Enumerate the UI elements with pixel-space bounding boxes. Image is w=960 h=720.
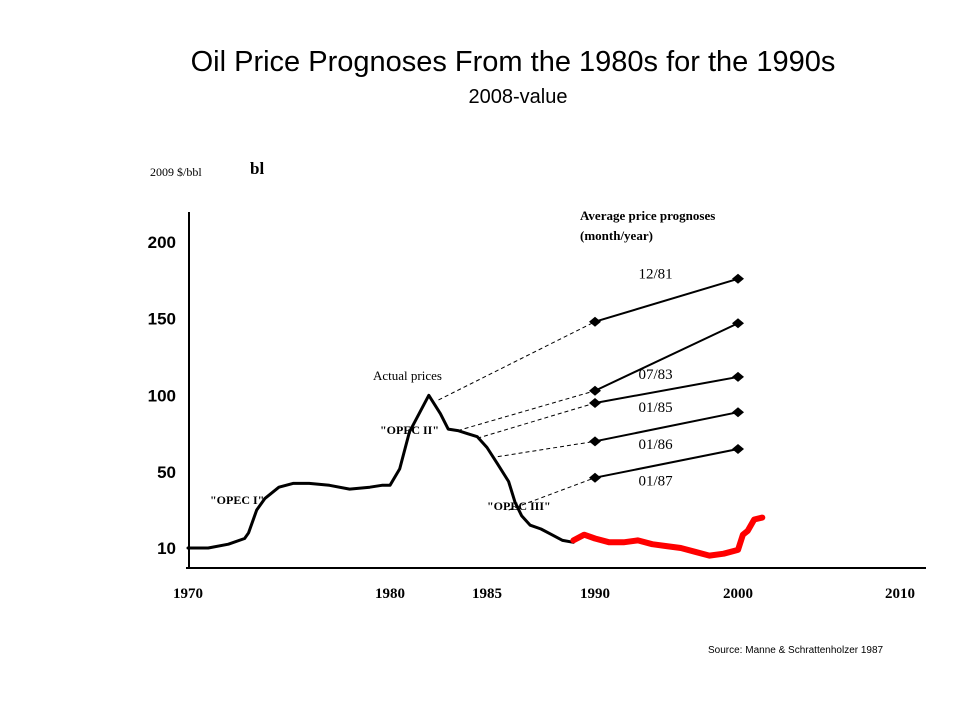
x-tick-label: 2010 [885, 586, 915, 602]
y-tick-label: 150 [148, 310, 176, 329]
prognosis-marker [732, 318, 744, 329]
prognosis-marker [732, 407, 744, 418]
prognosis-marker [589, 472, 601, 483]
prognosis-label: 01/87 [639, 473, 674, 489]
actual-price-line [186, 393, 575, 550]
y-axis-label: 2009 $/bbl [150, 165, 202, 179]
prognosis-label: 01/86 [639, 437, 674, 453]
prognosis-marker [732, 443, 744, 454]
prognosis-line [594, 448, 739, 479]
prognosis-connector [508, 477, 596, 511]
source-note: Source: Manne & Schrattenholzer 1987 [708, 645, 884, 656]
prognosis-line [594, 375, 739, 404]
recent-price-line [570, 514, 766, 559]
y-axis-label-fragment: bl [250, 159, 264, 178]
y-tick-label: 200 [148, 233, 176, 252]
prognosis-label: 12/81 [639, 266, 673, 282]
annotation-opec-2: "OPEC II" [380, 423, 439, 437]
y-tick-label: 50 [157, 463, 176, 482]
prognosis-marker [589, 385, 601, 396]
annotation-actual-prices: Actual prices [373, 368, 442, 383]
prognosis-connector [457, 390, 596, 432]
prognosis-line [594, 322, 739, 392]
y-tick-label: 100 [148, 386, 176, 405]
x-tick-label: 1985 [472, 586, 502, 602]
x-tick-label: 1970 [173, 586, 203, 602]
prognosis-marker [732, 273, 744, 284]
x-tick-label: 2000 [723, 586, 753, 602]
prognosis-marker [589, 397, 601, 408]
chart-title: Oil Price Prognoses From the 1980s for t… [190, 46, 836, 78]
annotation-opec-1: "OPEC I" [210, 493, 264, 507]
prognosis-marker [589, 316, 601, 327]
annotation-prognoses-title: Average price prognoses [580, 208, 715, 223]
prognosis-connector [477, 402, 596, 439]
prognosis-marker [589, 436, 601, 447]
annotation-prognoses-subtitle: (month/year) [580, 228, 653, 243]
prognosis-connector [497, 440, 596, 458]
prognosis-marker [732, 371, 744, 382]
y-tick-label: 10 [157, 539, 176, 558]
x-tick-label: 1990 [580, 586, 610, 602]
prognosis-line [594, 277, 739, 323]
prognosis-connector [438, 321, 596, 401]
prognosis-label: 01/85 [639, 400, 673, 416]
x-tick-label: 1980 [375, 586, 405, 602]
chart-subtitle: 2008-value [468, 86, 568, 108]
prognosis-label: 07/83 [639, 367, 673, 383]
prognosis-line [594, 411, 739, 443]
annotation-opec-3: "OPEC III" [487, 499, 551, 513]
